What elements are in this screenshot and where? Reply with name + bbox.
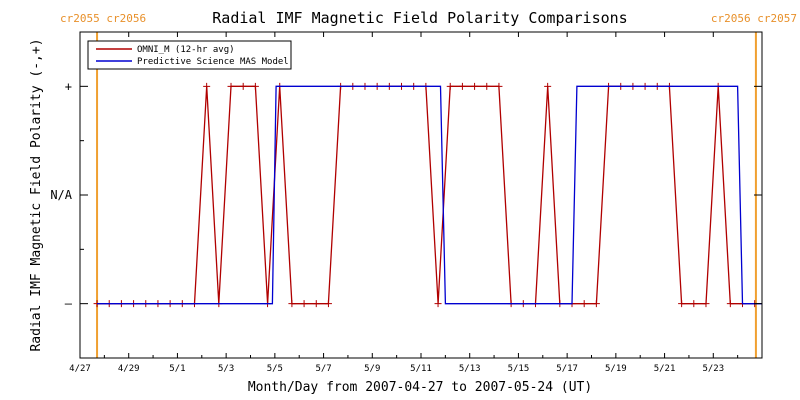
data-point: [446, 82, 454, 90]
data-point: [458, 82, 466, 90]
x-tick-label: 5/23: [702, 364, 724, 374]
series-layer: [93, 82, 762, 308]
data-point: [726, 300, 734, 308]
data-point: [227, 82, 235, 90]
y-axis-label: Radial IMF Magnetic Field Polarity (-,+): [29, 38, 44, 351]
data-point: [251, 82, 259, 90]
data-point: [580, 300, 588, 308]
y-tick-label: +: [65, 79, 72, 93]
data-point: [544, 82, 552, 90]
legend-label-omni: OMNI_M (12-hr avg): [137, 45, 235, 55]
y-tick-label: –: [65, 297, 73, 311]
carrington-lines: [96, 32, 757, 358]
x-tick-label: 4/27: [69, 364, 91, 374]
data-point: [483, 82, 491, 90]
x-tick-label: 5/17: [556, 364, 578, 374]
data-point: [300, 300, 308, 308]
x-tick-label: 5/21: [654, 364, 676, 374]
chart-title: Radial IMF Magnetic Field Polarity Compa…: [212, 9, 627, 27]
y-tick-label: N/A: [50, 188, 72, 202]
legend-label-mas: Predictive Science MAS Model: [137, 57, 289, 67]
data-point: [702, 300, 710, 308]
carrington-label-left: cr2055 cr2056: [60, 12, 146, 25]
x-tick-label: 5/15: [508, 364, 530, 374]
data-point: [324, 300, 332, 308]
x-tick-label: 5/19: [605, 364, 627, 374]
x-tick-label: 5/9: [364, 364, 380, 374]
data-point: [690, 300, 698, 308]
series-line-0: [97, 85, 755, 305]
carrington-label-right: cr2056 cr2057: [711, 12, 797, 25]
data-point: [288, 300, 296, 308]
y-axis-ticks: + N/A –: [50, 31, 762, 359]
x-tick-label: 5/13: [459, 364, 481, 374]
x-axis-ticks: 4/27 4/29 5/1 5/3 5/5 5/7 5/9 5/11 5/13 5/15 5/17 5…: [69, 32, 739, 374]
data-point: [678, 300, 686, 308]
data-point: [312, 300, 320, 308]
x-tick-label: 4/29: [118, 364, 140, 374]
x-axis-label: Month/Day from 2007-04-27 to 2007-05-24 …: [248, 380, 592, 395]
x-tick-label: 5/7: [315, 364, 331, 374]
data-point: [495, 82, 503, 90]
data-point: [592, 300, 600, 308]
legend-box: [87, 40, 292, 70]
data-point: [239, 82, 247, 90]
plot-frame: [79, 31, 763, 359]
x-tick-label: 5/1: [169, 364, 185, 374]
data-point: [471, 82, 479, 90]
legend: OMNI_M (12-hr avg) Predictive Science MA…: [87, 40, 292, 70]
data-point: [434, 300, 442, 308]
x-tick-label: 5/11: [410, 364, 432, 374]
x-tick-label: 5/5: [267, 364, 283, 374]
x-tick-label: 5/3: [218, 364, 234, 374]
data-point: [203, 82, 211, 90]
series-line-1: [97, 85, 762, 305]
